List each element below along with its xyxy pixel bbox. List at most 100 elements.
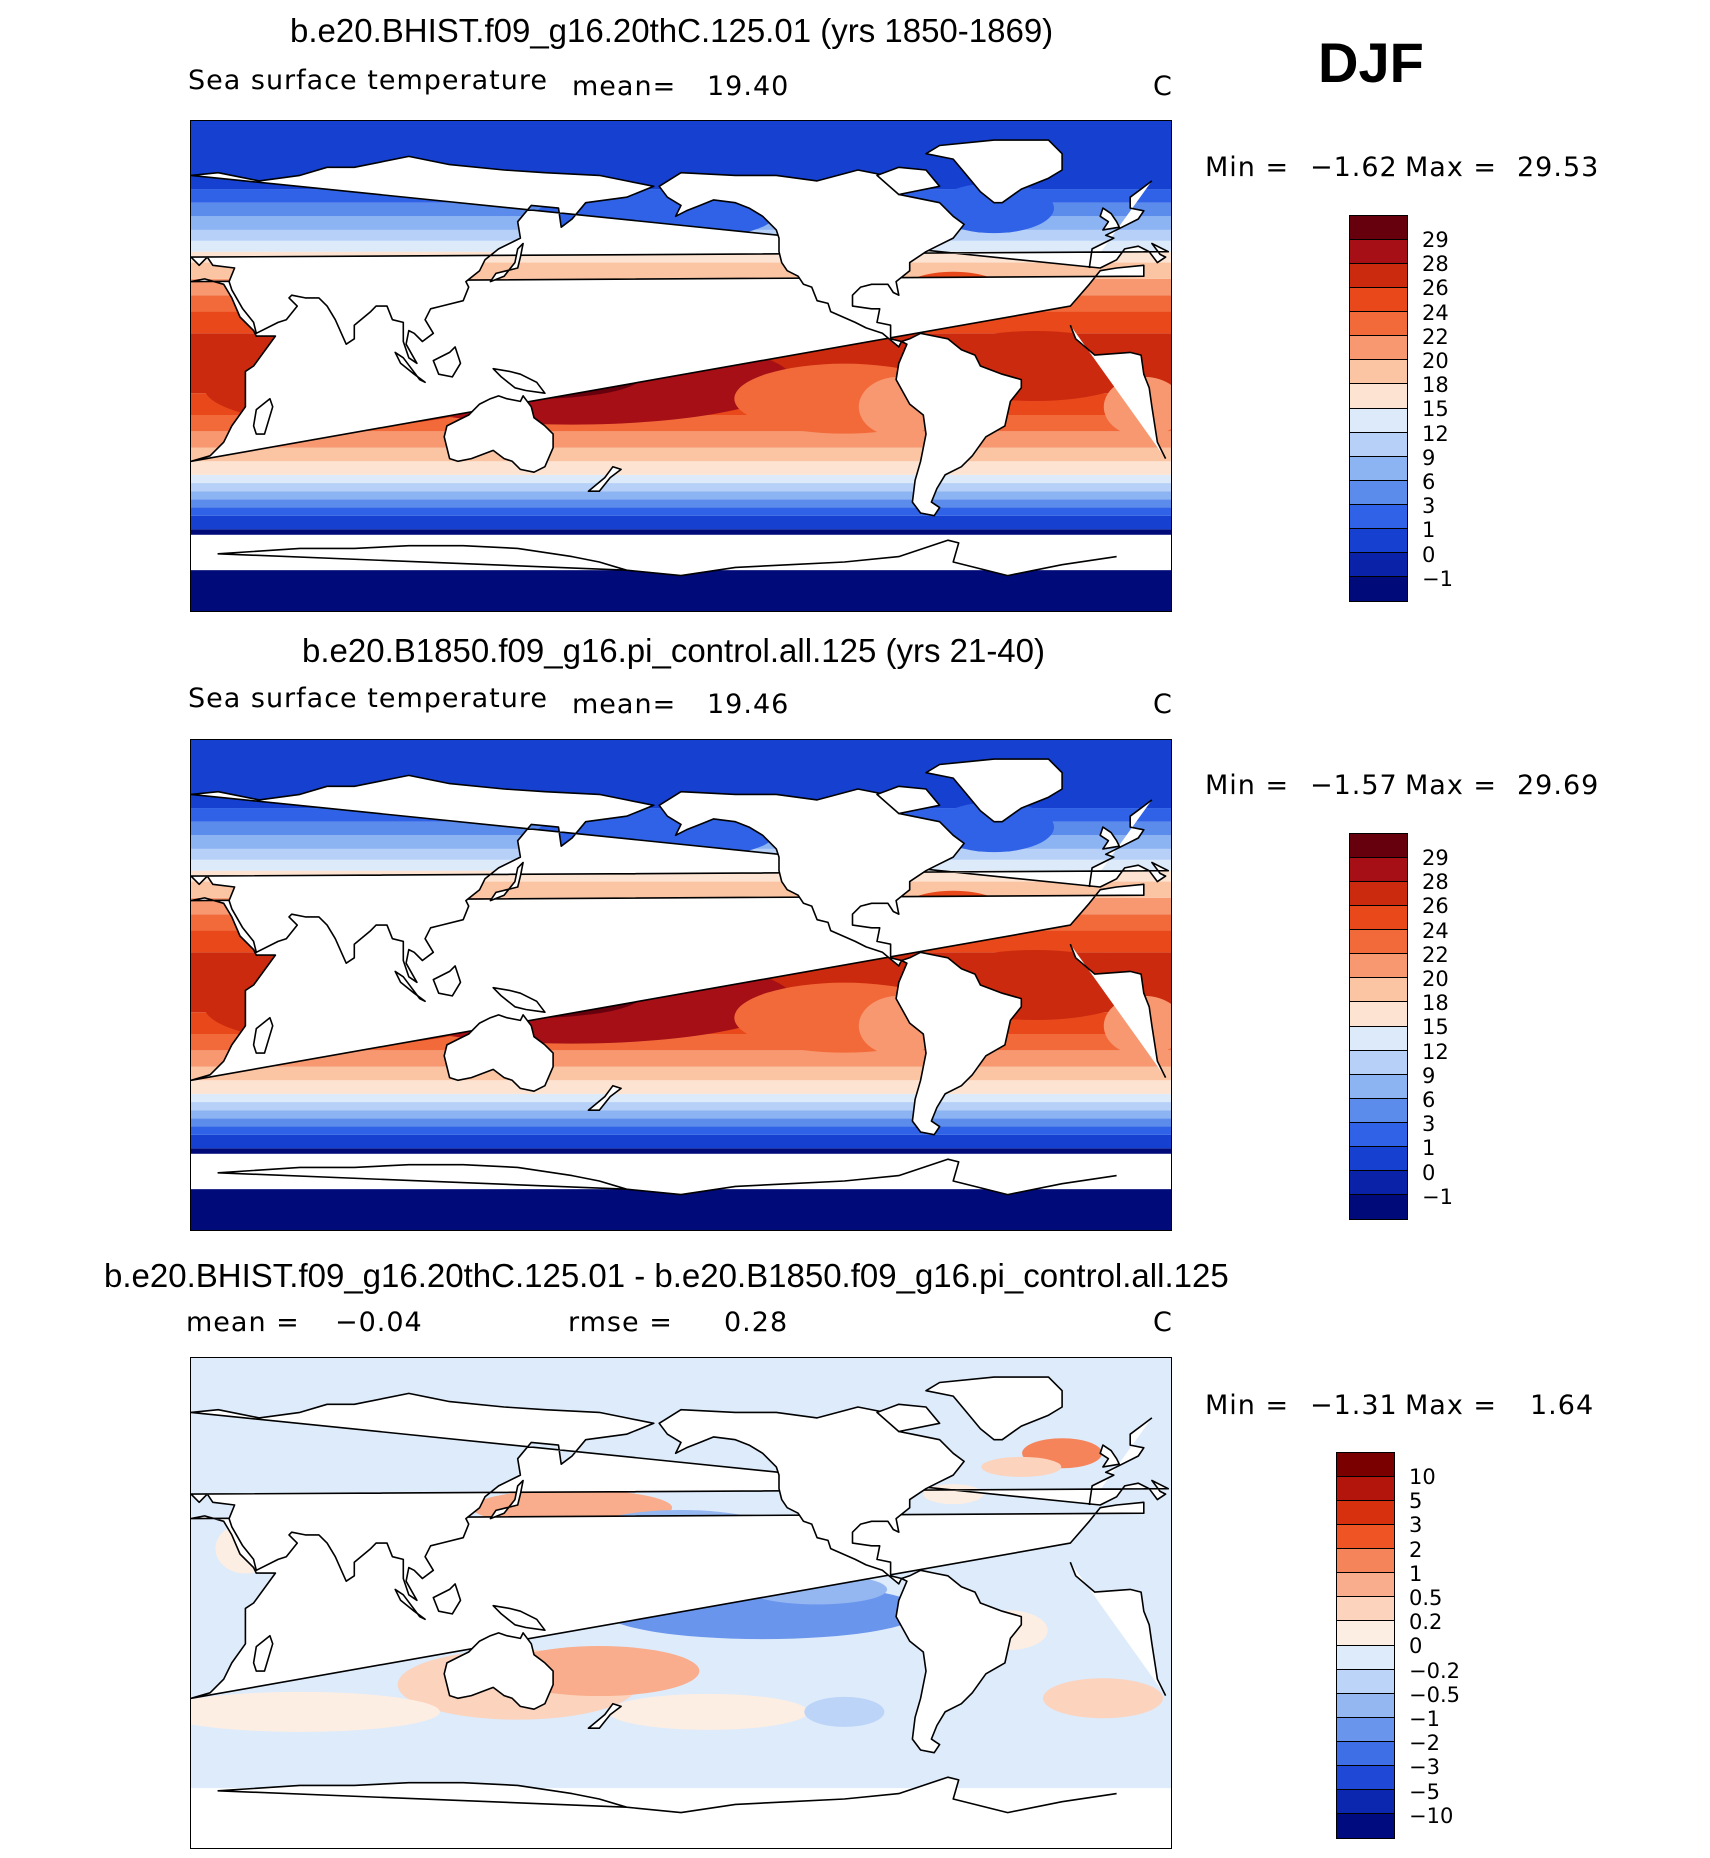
landmass-antarctica	[217, 539, 1117, 577]
landmass-eurasia	[191, 1392, 1170, 1602]
colorbar-label: 6	[1422, 470, 1436, 495]
panel2-mean-value: 19.46	[707, 689, 790, 720]
colorbar-label: 0	[1422, 542, 1436, 567]
colorbar-swatch	[1350, 552, 1407, 577]
colorbar-swatch	[1350, 504, 1407, 529]
colorbar-label: −0.5	[1409, 1682, 1460, 1707]
landmass-australia	[443, 395, 554, 473]
colorbar-swatch	[1337, 1645, 1394, 1670]
colorbar-swatch	[1337, 1453, 1394, 1478]
colorbar-swatch	[1350, 312, 1407, 337]
colorbar-label: −1	[1422, 566, 1453, 591]
colorbar-swatch	[1337, 1693, 1394, 1718]
colorbar-label: 29	[1422, 846, 1449, 870]
colorbar-swatch	[1350, 978, 1407, 1003]
colorbar-label: 1	[1409, 1561, 1423, 1586]
colorbar-label: −1	[1422, 1184, 1453, 1209]
colorbar-label: −10	[1409, 1803, 1454, 1828]
colorbar-label: 28	[1422, 870, 1449, 895]
colorbar-label: −0.2	[1409, 1658, 1460, 1683]
panel1-colorbar	[1349, 215, 1408, 602]
landmass-australia	[443, 1014, 554, 1092]
panel2-min-value: −1.57	[1310, 770, 1398, 801]
colorbar-swatch	[1350, 432, 1407, 457]
coastlines	[191, 758, 1170, 1196]
colorbar-swatch	[1350, 480, 1407, 505]
panel2-units: C	[1153, 689, 1173, 720]
colorbar-swatch	[1350, 930, 1407, 955]
landmass-madagascar	[252, 1634, 274, 1672]
colorbar-swatch	[1350, 216, 1407, 241]
landmass-namerica	[658, 788, 965, 967]
colorbar-swatch	[1350, 1026, 1407, 1051]
colorbar-swatch	[1350, 264, 1407, 289]
panel3-min-label: Min =	[1205, 1390, 1290, 1421]
landmass-greenland	[925, 1376, 1063, 1441]
colorbar-swatch	[1350, 906, 1407, 931]
colorbar-swatch	[1350, 1050, 1407, 1075]
landmass-greenland	[925, 758, 1063, 823]
colorbar-swatch	[1350, 360, 1407, 385]
panel3-colorbar-labels: 10 5 3 2 1 0.5 0.2 0 −0.2 −0.5 −1 −2 −3 −5 −10	[1409, 1465, 1460, 1828]
colorbar-swatch	[1350, 834, 1407, 859]
panel1-variable: Sea surface temperature	[188, 65, 548, 96]
colorbar-swatch	[1337, 1573, 1394, 1598]
colorbar-label: 9	[1422, 1063, 1436, 1088]
colorbar-label: 10	[1409, 1465, 1436, 1489]
colorbar-label: 0.2	[1409, 1610, 1443, 1635]
colorbar-label: 5	[1409, 1489, 1423, 1514]
panel1-mean-value: 19.40	[707, 71, 790, 102]
colorbar-swatch	[1350, 882, 1407, 907]
colorbar-swatch	[1350, 1146, 1407, 1171]
colorbar-swatch	[1350, 1002, 1407, 1027]
panel3-title: b.e20.BHIST.f09_g16.20thC.125.01 - b.e20…	[104, 1257, 1229, 1294]
colorbar-label: 26	[1422, 276, 1449, 301]
coastlines	[191, 1376, 1170, 1814]
landmass-nz	[587, 465, 622, 492]
panel2-mean-label: mean=	[572, 689, 677, 720]
landmass-baffin	[876, 1403, 941, 1433]
colorbar-label: −5	[1409, 1779, 1440, 1804]
landmass-eurasia	[191, 774, 1170, 984]
panel1-units: C	[1153, 71, 1173, 102]
colorbar-swatch	[1350, 288, 1407, 313]
panel2-max-label: Max =	[1405, 770, 1498, 801]
colorbar-swatch	[1350, 456, 1407, 481]
colorbar-swatch	[1337, 1477, 1394, 1502]
landmass-nz	[587, 1702, 622, 1729]
panel2-variable: Sea surface temperature	[188, 683, 548, 714]
landmass-newguinea	[492, 986, 546, 1013]
colorbar-swatch	[1350, 858, 1407, 883]
landmass-greenland	[925, 139, 1063, 204]
colorbar-label: 12	[1422, 1039, 1449, 1064]
colorbar-label: −3	[1409, 1755, 1440, 1780]
landmass-samerica	[895, 332, 1023, 517]
panel3-max-value: 1.64	[1530, 1390, 1595, 1421]
colorbar-swatch	[1337, 1669, 1394, 1694]
panel1-max-label: Max =	[1405, 152, 1498, 183]
colorbar-swatch	[1350, 1194, 1407, 1219]
panel2-title: b.e20.B1850.f09_g16.pi_control.all.125 (…	[302, 632, 1045, 669]
colorbar-label: 26	[1422, 894, 1449, 919]
landmass-uk	[1099, 207, 1121, 231]
panel3-map	[190, 1357, 1172, 1849]
colorbar-swatch	[1337, 1765, 1394, 1790]
colorbar-label: 0	[1422, 1160, 1436, 1185]
landmass-sumatra	[394, 970, 426, 1003]
landmass-eurasia	[191, 155, 1170, 365]
colorbar-swatch	[1350, 954, 1407, 979]
landmass-uk	[1099, 1444, 1121, 1468]
panel3-min-value: −1.31	[1310, 1390, 1398, 1421]
landmass-namerica	[658, 169, 965, 348]
panel3-max-label: Max =	[1405, 1390, 1498, 1421]
landmass-namerica	[658, 1406, 965, 1585]
colorbar-label: 3	[1422, 494, 1436, 519]
colorbar-label: 15	[1422, 1015, 1449, 1040]
landmass-nz	[587, 1084, 622, 1111]
panel3-rmse-label: rmse =	[568, 1307, 673, 1338]
colorbar-label: −1	[1409, 1707, 1440, 1732]
landmass-australia	[443, 1632, 554, 1710]
landmass-newguinea	[492, 1604, 546, 1631]
colorbar-label: 15	[1422, 397, 1449, 422]
colorbar-label: 0	[1409, 1634, 1423, 1659]
